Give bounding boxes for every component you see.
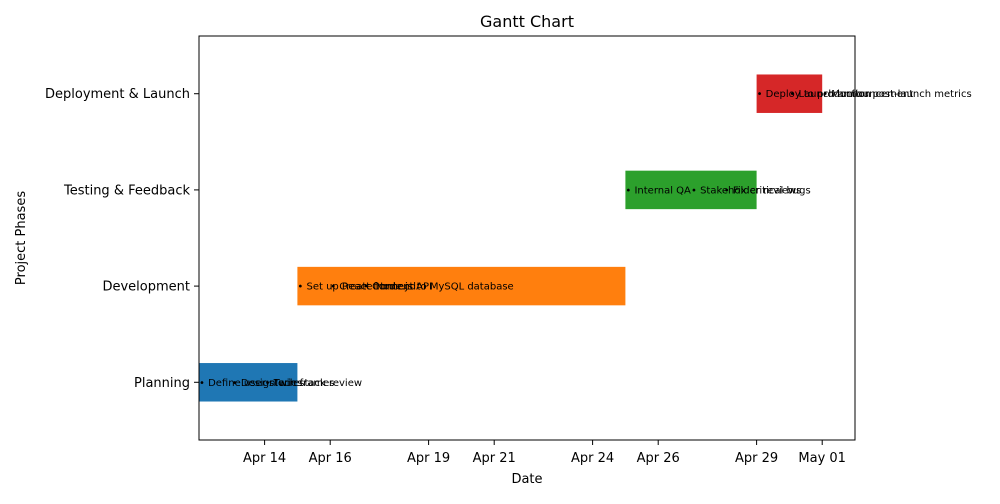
task-label: • Set up React frontend <box>297 282 416 293</box>
bars-layer <box>199 74 823 402</box>
task-label: • Connect to MySQL database <box>363 282 514 293</box>
y-tick-label: Deployment & Launch <box>45 87 190 102</box>
gantt-bar <box>756 74 823 113</box>
x-axis-label: Date <box>511 472 542 487</box>
task-label: • Internal QA <box>625 185 691 196</box>
y-axis-label: Project Phases <box>14 191 29 285</box>
x-ticks-layer: Apr 14 Apr 16 Apr 19 Apr 21 Apr 24 Apr 26 Apr … <box>243 440 846 466</box>
task-label: • Monitor post-launch metrics <box>822 89 971 100</box>
gantt-bar <box>199 363 298 402</box>
y-tick-label: Planning <box>134 376 190 391</box>
x-tick-label: Apr 29 <box>735 451 778 466</box>
task-label: • Define user stories <box>199 378 302 389</box>
y-tick-label: Development <box>102 280 190 295</box>
task-label: • Create Node.js API <box>330 282 432 293</box>
task-labels-layer: • Define user stories• Design wireframes… <box>199 89 972 389</box>
x-tick-label: Apr 19 <box>407 451 450 466</box>
x-tick-label: Apr 24 <box>571 451 614 466</box>
task-label: • Fix critical bugs <box>724 185 811 196</box>
gantt-bar <box>625 170 757 210</box>
x-tick-label: Apr 16 <box>309 451 352 466</box>
y-tick-label: Testing & Feedback <box>63 183 190 198</box>
plot-frame <box>198 35 856 441</box>
x-tick-label: Apr 14 <box>243 451 286 466</box>
y-ticks-layer: Planning Development Testing & Feedback Dep… <box>45 87 199 391</box>
task-label: • Tech stack review <box>265 378 362 389</box>
chart-title: Gantt Chart <box>480 12 574 31</box>
x-tick-label: Apr 21 <box>473 451 516 466</box>
task-label: • Stakeholder reviews <box>691 185 801 196</box>
task-label: • Design wireframes <box>232 378 335 389</box>
x-tick-label: May 01 <box>798 451 846 466</box>
task-label: • Deploy to production <box>757 89 871 100</box>
task-label: • Launch announcement <box>789 89 913 100</box>
x-tick-label: Apr 26 <box>637 451 680 466</box>
gantt-bar <box>297 266 626 306</box>
